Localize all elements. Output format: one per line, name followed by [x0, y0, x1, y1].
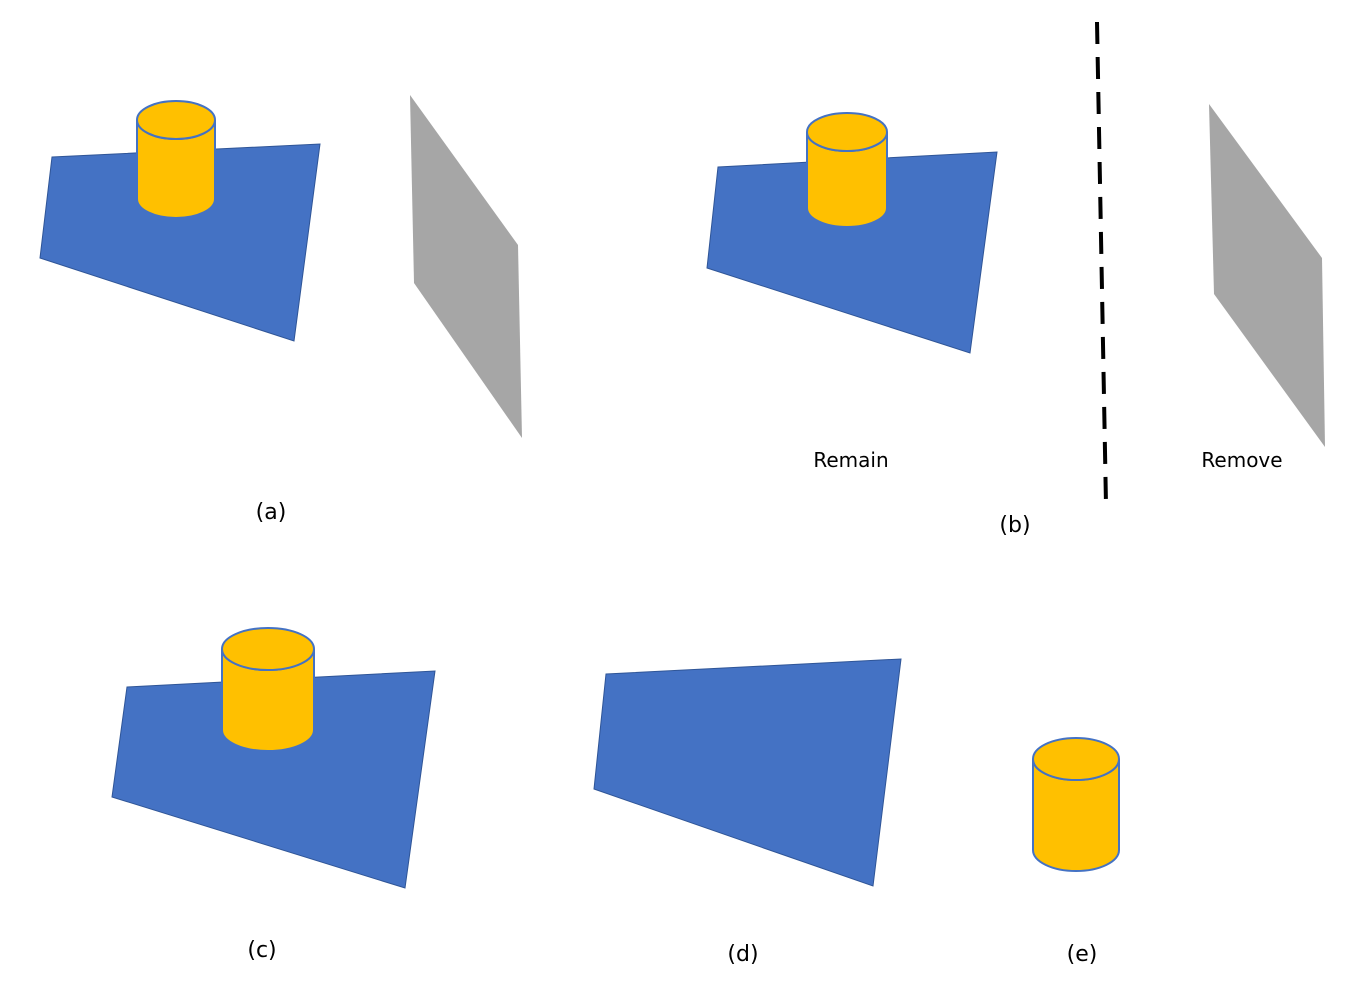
panel-a-gray-plane — [410, 95, 522, 438]
panel-b-divider — [1095, 21, 1108, 506]
panel-a-label: (a) — [256, 500, 287, 525]
panel-e-cylinder — [1032, 737, 1120, 872]
panel-b-gray-plane — [1209, 104, 1325, 447]
panel-b-blue-plane — [706, 151, 998, 354]
panel-c: (c) — [111, 627, 436, 963]
panel-b-label: (b) — [999, 513, 1030, 538]
panel-d: (d) — [593, 658, 902, 967]
panel-a-blue-plane — [39, 143, 321, 342]
cylinder-top — [1032, 737, 1120, 781]
cylinder-top — [136, 100, 216, 140]
panel-d-label: (d) — [727, 942, 758, 967]
panel-c-cylinder — [221, 627, 315, 752]
cylinder-top — [221, 627, 315, 671]
panel-a: (a) — [39, 95, 522, 525]
panel-b: Remain Remove (b) — [706, 21, 1325, 538]
panel-c-label: (c) — [247, 938, 276, 963]
panel-a-cylinder — [136, 100, 216, 219]
panel-b-remain-label: Remain — [813, 448, 888, 472]
panel-c-blue-plane — [111, 670, 436, 889]
panel-b-remove-label: Remove — [1201, 448, 1282, 472]
panel-d-blue-plane — [593, 658, 902, 887]
cylinder-top — [806, 112, 888, 152]
panel-e-label: (e) — [1067, 942, 1098, 967]
panel-e: (e) — [1032, 737, 1120, 967]
panel-b-cylinder — [806, 112, 888, 228]
